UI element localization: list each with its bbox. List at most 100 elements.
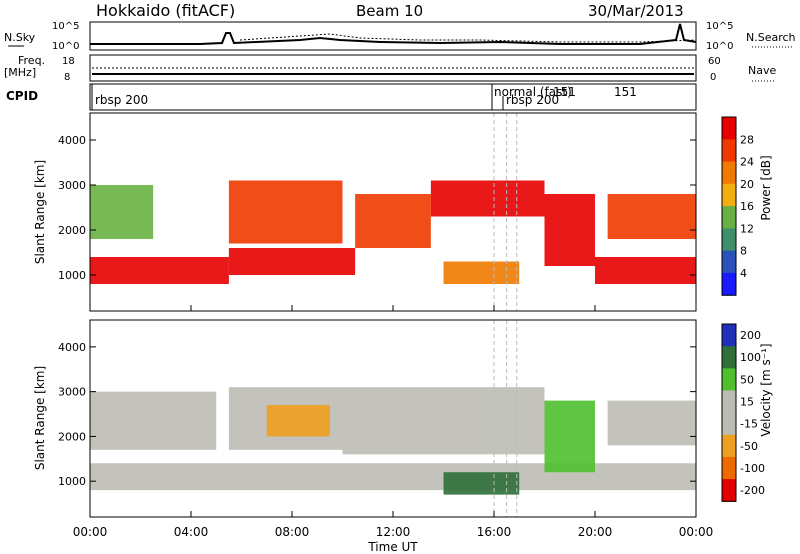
colorbar-tick-3: 15 — [740, 396, 754, 409]
cpid-entry-2: normal (fast) — [494, 85, 572, 99]
power-band-7 — [90, 185, 154, 239]
power-panel: 1000 2000 3000 4000 Slant Range [km] 4 8 12 16… — [33, 112, 773, 312]
colorbar-tick-0: 4 — [740, 267, 747, 280]
velocity-band-3 — [342, 387, 545, 455]
colorbar-swatch-4 — [722, 206, 736, 229]
colorbar-tick-1: 100 — [740, 351, 761, 364]
colorbar-swatch-3 — [722, 390, 736, 414]
colorbar-frame — [721, 323, 737, 502]
cpid-entry-4: 151 — [553, 85, 576, 99]
colorbar-tick-4: -15 — [740, 418, 758, 431]
x-tick-label-3: 12:00 — [376, 525, 411, 539]
colorbar-swatch-4 — [722, 412, 736, 436]
nave-tick-top: 60 — [708, 56, 721, 67]
freq-panel: Freq. [MHz] 18 8 60 0 Nave — [4, 54, 776, 83]
power-band-6 — [595, 257, 696, 284]
nsearch-label: N.Search — [746, 31, 796, 44]
velocity-band-6 — [544, 400, 595, 473]
y-tick-label-3: 4000 — [58, 341, 86, 354]
colorbar-tick-6: -100 — [740, 462, 765, 475]
time-axis-label: Time UT — [367, 540, 418, 554]
x-tick-label-5: 20:00 — [578, 525, 613, 539]
power-band-4 — [430, 180, 545, 217]
nsky-tick-top: 10^5 — [52, 21, 79, 32]
cpid-entry-3: rbsp 200 — [506, 93, 559, 107]
colorbar-tick-3: 16 — [740, 200, 754, 213]
colorbar-tick-0: 200 — [740, 329, 761, 342]
cpid-label: CPID — [6, 89, 38, 103]
y-tick-label-2: 3000 — [58, 179, 86, 192]
time-axis: 00:00 04:00 08:00 12:00 16:00 20:00 00:00 — [73, 305, 714, 539]
velocity-band-4 — [266, 405, 330, 437]
nave-label: Nave — [748, 64, 776, 77]
colorbar-tick-4: 20 — [740, 178, 754, 191]
date-label: 30/Mar/2013 — [588, 2, 684, 20]
power-ylabel: Slant Range [km] — [33, 160, 47, 264]
velocity-band-5 — [443, 472, 520, 495]
colorbar-tick-2: 12 — [740, 222, 754, 235]
x-tick-label-1: 04:00 — [174, 525, 209, 539]
colorbar-tick-2: 50 — [740, 373, 754, 386]
colorbar-swatch-1 — [722, 346, 736, 369]
x-tick-label-0: 00:00 — [73, 525, 108, 539]
nave-tick-bottom: 0 — [710, 72, 716, 83]
colorbar-tick-6: 28 — [740, 133, 754, 146]
cpid-panel: CPID rbsp 200 normal (fast) rbsp 200 151… — [6, 83, 697, 111]
nsearch-tick-top: 10^5 — [706, 21, 733, 32]
station-title: Hokkaido (fitACF) — [96, 1, 235, 20]
freq-tick-top: 18 — [62, 56, 75, 67]
colorbar-tick-5: -50 — [740, 440, 758, 453]
power-data-layer — [90, 113, 696, 311]
colorbar-swatch-2 — [722, 161, 736, 185]
colorbar-swatch-7 — [722, 479, 736, 502]
freq-unit: [MHz] — [4, 66, 36, 79]
power-y-axis: 1000 2000 3000 4000 — [58, 134, 696, 282]
colorbar-swatch-6 — [722, 456, 736, 480]
x-tick-label-4: 16:00 — [477, 525, 512, 539]
y-tick-label-2: 3000 — [58, 386, 86, 399]
colorbar-swatch-2 — [722, 368, 736, 391]
power-band-1 — [228, 248, 356, 275]
colorbar-tick-5: 24 — [740, 156, 754, 169]
colorbar-swatch-7 — [722, 272, 736, 296]
colorbar-frame — [721, 116, 737, 296]
velocity-colorbar: 200 100 50 15 -15 -50 -100 -200 — [721, 323, 765, 502]
colorbar-swatch-5 — [722, 434, 736, 458]
nsearch-trace — [239, 33, 697, 43]
nsky-panel: N.Sky 10^5 10^0 10^5 10^0 N.Search — [4, 21, 796, 52]
velocity-ylabel: Slant Range [km] — [33, 366, 47, 470]
freq-tick-bottom: 8 — [64, 72, 70, 83]
colorbar-swatch-1 — [722, 139, 736, 163]
velocity-band-1 — [90, 391, 217, 450]
nsearch-tick-bottom: 10^0 — [706, 41, 733, 52]
power-band-9 — [607, 194, 696, 239]
y-tick-label-3: 4000 — [58, 134, 86, 147]
velocity-band-0 — [90, 463, 696, 491]
velocity-band-7 — [607, 400, 696, 446]
velocity-y-axis: 1000 2000 3000 4000 — [58, 341, 696, 488]
x-tick-label-2: 08:00 — [275, 525, 310, 539]
nsky-trace — [90, 23, 697, 45]
power-band-8 — [443, 261, 520, 284]
freq-label: Freq. — [18, 54, 45, 67]
velocity-colorbar-label: Velocity [m s⁻¹] — [759, 343, 773, 436]
colorbar-swatch-3 — [722, 183, 736, 207]
power-colorbar: 4 8 12 16 20 24 28 — [721, 116, 754, 296]
y-tick-label-1: 2000 — [58, 224, 86, 237]
colorbar-swatch-5 — [722, 228, 736, 252]
y-tick-label-0: 1000 — [58, 269, 86, 282]
power-colorbar-label: Power [dB] — [759, 155, 773, 220]
power-band-3 — [228, 180, 343, 244]
cpid-entry-1: rbsp 200 — [95, 93, 148, 107]
velocity-data-layer — [90, 320, 696, 517]
beam-label: Beam 10 — [356, 2, 423, 20]
nsky-label: N.Sky — [4, 31, 36, 44]
colorbar-swatch-0 — [722, 324, 736, 347]
y-tick-label-1: 2000 — [58, 430, 86, 443]
power-band-0 — [90, 257, 229, 284]
x-tick-label-6: 00:00 — [679, 525, 714, 539]
cpid-entry-5: 151 — [614, 85, 637, 99]
y-tick-label-0: 1000 — [58, 475, 86, 488]
power-band-2 — [355, 194, 431, 248]
